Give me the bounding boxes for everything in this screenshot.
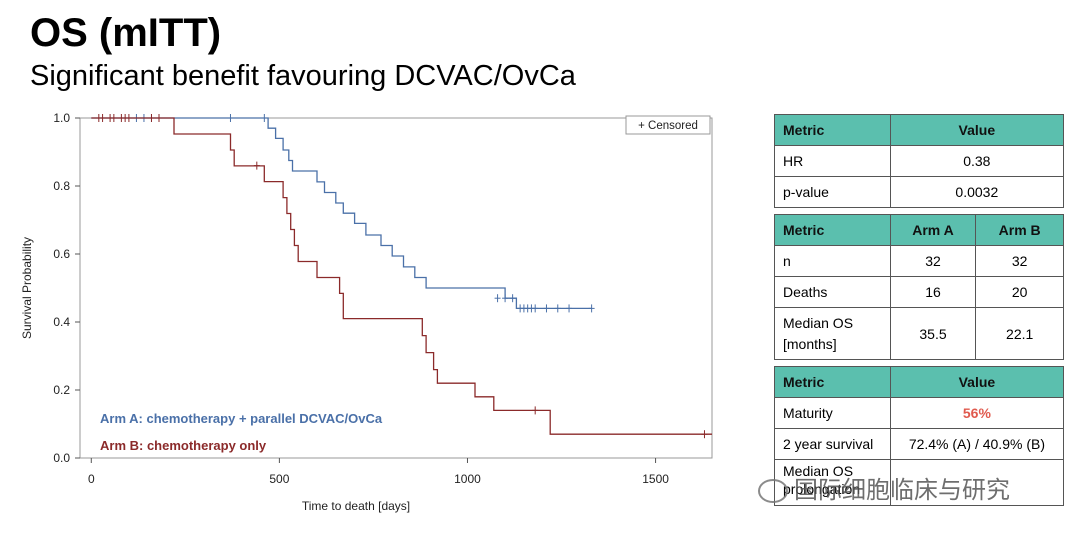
table2-cell: Deaths (774, 276, 891, 308)
censored-legend-box (625, 115, 711, 135)
x-tick-label: 1500 (642, 472, 669, 486)
table3-header-value: Value (889, 366, 1065, 398)
table-row: HR 0.38 (774, 145, 1065, 177)
arm-stats-table: Metric Arm A Arm B n 32 32 Deaths 16 20 … (774, 214, 1064, 360)
y-axis-label: Survival Probability (20, 237, 34, 339)
km-survival-chart: 0.0 0.2 0.4 0.6 0.8 1.0 0 500 1000 1500 Time to de… (20, 111, 713, 513)
table2-cell: Median OS [months] (774, 307, 891, 360)
median-os-prolongation-suffix: prolongation (783, 481, 861, 497)
maturity-value: 56% (889, 397, 1065, 429)
table3-cell (889, 459, 1065, 506)
table1-cell: HR (774, 145, 891, 177)
table-row: p-value 0.0032 (774, 176, 1065, 208)
x-tick-label: 0 (88, 472, 95, 486)
censored-legend: + Censored (638, 120, 698, 132)
table-row: Deaths 16 20 (774, 276, 1064, 308)
maturity-table: Metric Value Maturity 56% 2 year surviva… (774, 366, 1065, 506)
y-tick-label: 0.0 (53, 451, 70, 465)
table1-cell: p-value (774, 176, 891, 208)
hazard-ratio-table: Metric Value HR 0.38 p-value 0.0032 (774, 114, 1065, 208)
slide-title: OS (mITT) (30, 11, 222, 55)
table2-cell: n (774, 245, 891, 277)
table2-cell: 35.5 (889, 307, 977, 360)
table3-cell: 2 year survival (774, 428, 891, 460)
table3-cell: Median OS prolongation (774, 459, 891, 506)
table-row: Maturity 56% (774, 397, 1065, 429)
table2-cell: 32 (889, 245, 977, 277)
y-tick-label: 0.4 (53, 315, 70, 329)
table1-cell: 0.38 (889, 145, 1065, 177)
y-tick-label: 0.6 (53, 247, 70, 261)
x-tick-label: 500 (269, 472, 289, 486)
table2-cell: 22.1 (975, 307, 1064, 360)
plot-frame (79, 117, 713, 459)
table-row: Median OS prolongation (774, 459, 1065, 506)
table1-header-value: Value (889, 114, 1065, 146)
table1-header-metric: Metric (774, 114, 891, 146)
table3-header-metric: Metric (774, 366, 891, 398)
table2-header-arm-a: Arm A (889, 214, 977, 246)
table2-cell: 20 (975, 276, 1064, 308)
table2-header-arm-b: Arm B (975, 214, 1064, 246)
table3-cell: 72.4% (A) / 40.9% (B) (889, 428, 1065, 460)
table-row: 2 year survival 72.4% (A) / 40.9% (B) (774, 428, 1065, 460)
table2-cell: 16 (889, 276, 977, 308)
watermark-text: 国际细胞临床与研究 (794, 476, 1010, 504)
table-row: Median OS [months] 35.5 22.1 (774, 307, 1064, 360)
series-line-arm-b (91, 117, 712, 435)
y-tick-label: 0.2 (53, 383, 70, 397)
table1-cell: 0.0032 (889, 176, 1065, 208)
y-tick-label: 1.0 (53, 111, 70, 125)
x-axis-label: Time to death [days] (302, 499, 410, 513)
wechat-logo-icon (758, 479, 788, 503)
median-os-unit: [months] (783, 335, 837, 352)
table2-header-metric: Metric (774, 214, 891, 246)
legend-arm-a: Arm A: chemotherapy + parallel DCVAC/OvC… (100, 411, 383, 426)
table3-cell: Maturity (774, 397, 891, 429)
y-tick-label: 0.8 (53, 179, 70, 193)
table-row: n 32 32 (774, 245, 1064, 277)
median-os-label: Median OS (783, 314, 854, 331)
legend-arm-b: Arm B: chemotherapy only (100, 438, 267, 453)
watermark: 国际细胞临床与研究 (758, 470, 1010, 505)
median-os-prolongation-label: Median OS (783, 463, 854, 479)
table2-cell: 32 (975, 245, 1064, 277)
slide-subtitle: Significant benefit favouring DCVAC/OvCa (30, 60, 576, 92)
series-line-arm-a (91, 117, 592, 310)
x-tick-label: 1000 (454, 472, 481, 486)
